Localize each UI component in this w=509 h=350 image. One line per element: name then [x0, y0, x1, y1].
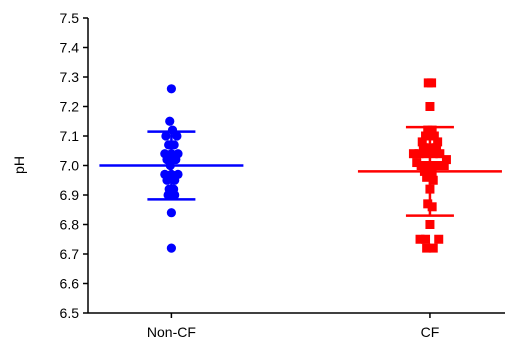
- data-point: [161, 131, 171, 141]
- data-point: [427, 202, 437, 212]
- data-point: [434, 234, 444, 244]
- data-point: [433, 137, 443, 147]
- data-point: [165, 116, 175, 126]
- axes: 6.5 6.6 6.7 6.8 6.9 7.0 7.1 7.2 7.3 7.4 7.5 Non-CF C…: [60, 10, 505, 340]
- y-tick-label: 7.5: [60, 10, 80, 26]
- x-tick-label: CF: [421, 324, 440, 340]
- data-point: [439, 161, 449, 170]
- y-tick-label: 7.3: [60, 69, 80, 85]
- data-point: [423, 161, 433, 170]
- marks: [99, 78, 502, 253]
- y-tick-label: 7.0: [60, 158, 80, 174]
- y-tick-label: 6.8: [60, 217, 80, 233]
- data-point: [422, 243, 432, 253]
- y-tick-label: 7.4: [60, 40, 80, 56]
- data-point: [435, 149, 445, 159]
- data-point: [414, 149, 424, 159]
- data-point: [421, 234, 431, 244]
- data-point: [166, 208, 176, 218]
- data-point: [429, 131, 439, 141]
- y-tick-label: 6.7: [60, 246, 80, 262]
- y-tick-label: 7.2: [60, 99, 80, 115]
- data-point: [162, 175, 172, 185]
- data-point: [427, 125, 437, 135]
- data-point: [441, 155, 451, 165]
- data-point: [425, 102, 435, 111]
- data-point: [422, 172, 432, 182]
- y-tick-label: 6.9: [60, 187, 80, 203]
- data-point: [421, 131, 431, 141]
- y-tick-label: 6.5: [60, 305, 80, 321]
- data-point: [418, 143, 428, 153]
- data-point: [166, 243, 176, 253]
- y-tick-label: 7.1: [60, 128, 80, 144]
- data-point: [427, 169, 437, 179]
- y-axis-title: pH: [11, 156, 27, 174]
- data-point: [430, 161, 440, 170]
- data-point: [171, 155, 181, 165]
- x-tick-label: Non-CF: [147, 324, 196, 340]
- data-point: [172, 131, 182, 141]
- data-point: [428, 175, 438, 185]
- data-point: [428, 243, 438, 253]
- data-point: [428, 149, 438, 159]
- data-point: [427, 78, 437, 88]
- data-point: [408, 149, 418, 159]
- data-point: [415, 234, 425, 244]
- data-point: [417, 137, 427, 147]
- data-point: [432, 143, 442, 153]
- data-point: [425, 220, 435, 229]
- data-point: [166, 84, 176, 94]
- y-tick-label: 6.6: [60, 276, 80, 292]
- data-point: [422, 149, 432, 159]
- data-point: [416, 161, 426, 170]
